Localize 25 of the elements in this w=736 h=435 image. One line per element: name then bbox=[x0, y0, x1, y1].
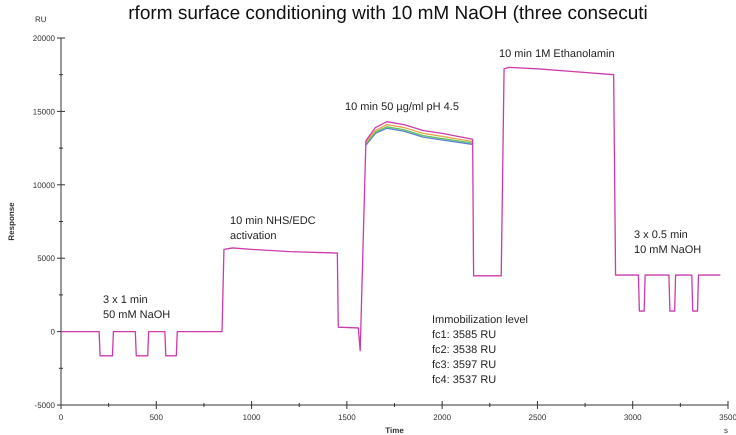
y-tick-label: 5000 bbox=[37, 254, 56, 264]
x-tick-label: 3000 bbox=[624, 413, 642, 422]
text: s bbox=[724, 426, 728, 435]
x-tick-label: 1000 bbox=[242, 413, 262, 422]
annotation: Immobilization level fc1: 3585 RU fc2: 3538 RU fc3: 3597 RU fc4: 3537 RU bbox=[432, 314, 528, 386]
y-tick-label: 15000 bbox=[32, 107, 56, 116]
x-axis-title: Time bbox=[385, 426, 404, 435]
annotation: 10 min 50 µg/ml pH 4.5 bbox=[345, 101, 459, 113]
x-tick-label: 1500 bbox=[338, 413, 356, 422]
y-tick-label: 10000 bbox=[32, 180, 56, 190]
y-tick-label: 20000 bbox=[32, 34, 56, 43]
annotation: 3 x 0.5 min 10 mM NaOH bbox=[634, 229, 702, 256]
y-axis-title: Response bbox=[7, 202, 16, 241]
x-tick-label: 500 bbox=[150, 413, 164, 422]
x-tick-label: 2500 bbox=[528, 413, 547, 422]
x-tick-label: 2000 bbox=[433, 413, 452, 422]
annotation: 10 min 1M Ethanolamin bbox=[499, 48, 615, 60]
annotation: 3 x 1 min 50 mM NaOH bbox=[103, 294, 170, 321]
y-tick-label: 0 bbox=[50, 328, 56, 337]
text: RU bbox=[35, 15, 47, 24]
annotation: 10 min NHS/EDC activation bbox=[230, 215, 316, 242]
x-tick-label: 0 bbox=[58, 413, 64, 422]
chart-title: rform surface conditioning with 10 mM NaOH (three consecuti bbox=[128, 3, 648, 24]
y-tick-label: -5000 bbox=[34, 401, 56, 410]
line-series bbox=[60, 66, 722, 356]
